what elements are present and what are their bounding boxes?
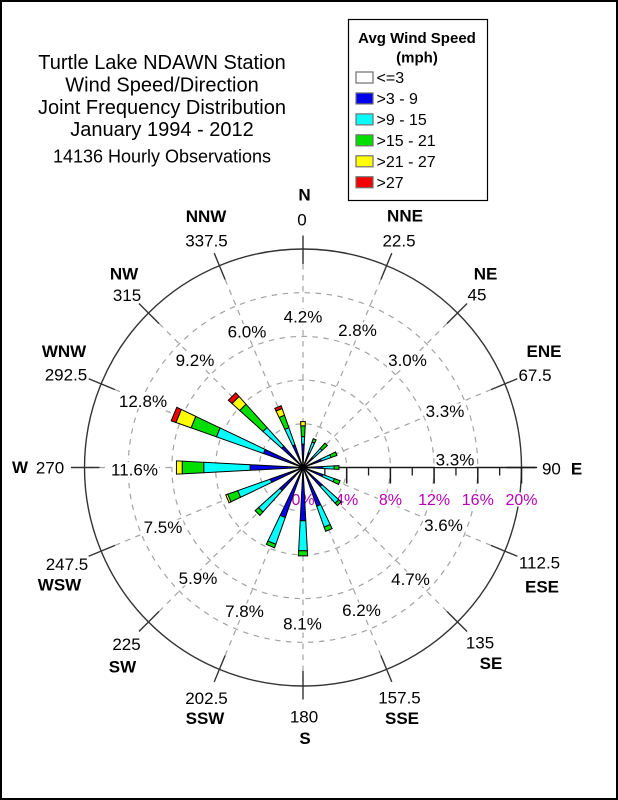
svg-text:11.6%: 11.6% <box>111 461 158 480</box>
svg-text:(mph): (mph) <box>396 49 438 66</box>
svg-text:315: 315 <box>113 286 141 305</box>
svg-text:NE: NE <box>474 265 498 284</box>
svg-text:NNW: NNW <box>186 207 228 226</box>
svg-text:225: 225 <box>112 635 140 654</box>
svg-text:337.5: 337.5 <box>185 231 228 250</box>
svg-text:SE: SE <box>480 654 503 673</box>
svg-text:Joint Frequency Distribution: Joint Frequency Distribution <box>38 97 286 119</box>
svg-text:4.2%: 4.2% <box>284 308 323 327</box>
svg-text:>3 - 9: >3 - 9 <box>377 91 418 108</box>
svg-text:SSE: SSE <box>385 709 419 728</box>
svg-text:<=3: <=3 <box>377 70 405 87</box>
svg-text:NNE: NNE <box>387 207 423 226</box>
svg-text:7.5%: 7.5% <box>144 518 183 537</box>
svg-text:67.5: 67.5 <box>518 366 551 385</box>
svg-text:3.3%: 3.3% <box>426 402 465 421</box>
svg-text:157.5: 157.5 <box>378 689 421 708</box>
svg-text:3.6%: 3.6% <box>424 516 463 535</box>
svg-text:ESE: ESE <box>525 578 559 597</box>
svg-text:SSW: SSW <box>186 709 226 728</box>
svg-text:112.5: 112.5 <box>519 553 560 572</box>
svg-text:16%: 16% <box>462 492 494 509</box>
svg-text:7.8%: 7.8% <box>225 602 264 621</box>
svg-text:12%: 12% <box>418 492 450 509</box>
svg-text:Avg Wind Speed: Avg Wind Speed <box>358 30 476 47</box>
svg-text:8%: 8% <box>379 492 402 509</box>
svg-text:45: 45 <box>468 285 487 304</box>
svg-text:3.3%: 3.3% <box>436 451 475 470</box>
svg-text:0: 0 <box>297 210 306 229</box>
svg-text:2.8%: 2.8% <box>338 321 377 340</box>
svg-text:22.5: 22.5 <box>382 231 415 250</box>
svg-text:6.2%: 6.2% <box>342 601 381 620</box>
svg-text:W: W <box>12 458 29 477</box>
svg-text:WNW: WNW <box>42 342 87 361</box>
svg-text:NW: NW <box>110 265 139 284</box>
svg-text:90: 90 <box>542 460 561 479</box>
svg-text:247.5: 247.5 <box>46 555 89 574</box>
svg-text:>15 - 21: >15 - 21 <box>377 133 436 150</box>
svg-text:3.0%: 3.0% <box>388 351 427 370</box>
svg-text:WSW: WSW <box>38 576 82 595</box>
svg-text:Wind Speed/Direction: Wind Speed/Direction <box>65 74 258 96</box>
svg-text:270: 270 <box>36 459 64 478</box>
svg-text:4.7%: 4.7% <box>391 570 430 589</box>
svg-text:4%: 4% <box>335 492 358 509</box>
svg-text:135: 135 <box>466 633 494 652</box>
svg-text:12.8%: 12.8% <box>119 392 167 411</box>
svg-text:292.5: 292.5 <box>45 366 88 385</box>
svg-text:20%: 20% <box>505 492 537 509</box>
svg-text:5.9%: 5.9% <box>179 569 218 588</box>
svg-text:N: N <box>298 186 310 205</box>
svg-text:8.1%: 8.1% <box>283 615 322 634</box>
svg-text:9.2%: 9.2% <box>176 351 215 370</box>
svg-text:ENE: ENE <box>527 342 562 361</box>
svg-text:180: 180 <box>290 707 318 726</box>
svg-text:S: S <box>299 729 310 748</box>
svg-text:14136 Hourly Observations: 14136 Hourly Observations <box>53 147 271 167</box>
svg-text:>27: >27 <box>377 175 404 192</box>
svg-text:SW: SW <box>109 658 137 677</box>
svg-text:6.0%: 6.0% <box>228 323 267 342</box>
svg-text:>21 - 27: >21 - 27 <box>377 154 436 171</box>
svg-text:E: E <box>571 460 582 479</box>
svg-text:Turtle Lake NDAWN Station: Turtle Lake NDAWN Station <box>38 52 286 74</box>
svg-text:>9 - 15: >9 - 15 <box>377 112 427 129</box>
svg-text:202.5: 202.5 <box>185 689 228 708</box>
svg-text:January 1994 - 2012: January 1994 - 2012 <box>70 119 253 141</box>
